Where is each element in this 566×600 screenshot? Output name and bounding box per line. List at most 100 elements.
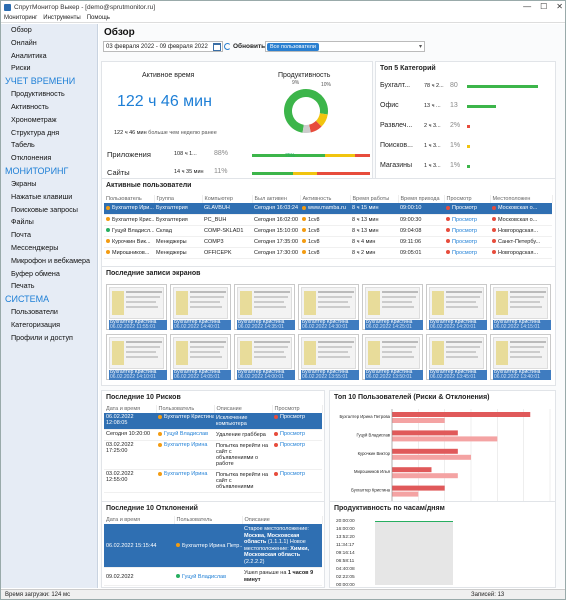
view-link[interactable]: Просмотр [452, 227, 478, 234]
view-link[interactable]: Просмотр [452, 249, 478, 256]
table-row[interactable]: Гуцуй Владисл... Склад COMP-SKLAD1 Сегодня … [104, 225, 552, 237]
user-link[interactable]: Гуцуй Владислав [164, 431, 209, 437]
column-header[interactable]: Дата и время [104, 516, 175, 524]
view-link[interactable]: Просмотр [452, 216, 478, 223]
view-cell[interactable]: Просмотр [272, 469, 322, 493]
view-cell[interactable]: Просмотр [272, 440, 322, 470]
menu-monitoring[interactable]: Мониторинг [4, 14, 38, 21]
column-header[interactable]: Время работы [350, 195, 399, 203]
table-row[interactable]: Бухгалтер Крис... Бухгалтерия PC_BUH Сегодн… [104, 214, 552, 226]
sidebar-item[interactable]: Буфер обмена [11, 268, 60, 278]
table-row[interactable]: 03.02.2022 12:55:00 Бухгалтер Ирина Попытк… [104, 469, 322, 493]
view-link[interactable]: Просмотр [280, 471, 306, 477]
screenshot-thumbnail[interactable]: Бухгалтер Кристина 06.02.2022 14:30:01 [298, 284, 359, 330]
sidebar-item[interactable]: Экраны [11, 178, 37, 188]
screenshot-thumbnail[interactable]: Бухгалтер Кристина 06.02.2022 13:55:01 [298, 334, 359, 380]
minimize-button[interactable]: — [523, 2, 532, 11]
column-header[interactable]: Компьютер [202, 195, 253, 203]
sidebar-item[interactable]: Активность [11, 101, 49, 111]
sidebar-item[interactable]: Мессенджеры [11, 242, 59, 252]
view-cell[interactable]: Просмотр [444, 236, 490, 248]
calendar-icon[interactable] [213, 43, 221, 51]
screenshot-thumbnail[interactable]: Бухгалтер Кристина 06.02.2022 14:10:01 [106, 334, 167, 380]
view-cell[interactable]: Просмотр [444, 225, 490, 237]
table-row[interactable]: Мирошников... Менеджеры OFFICEPK Сегодня 17… [104, 247, 552, 259]
view-link[interactable]: Просмотр [452, 205, 478, 212]
column-header[interactable]: Просмотр [444, 195, 491, 203]
table-row[interactable]: 09.02.2022 Гуцуй Владислав Ушел раньше на … [104, 567, 322, 586]
user-filter-tag[interactable]: Все пользователи [267, 43, 319, 51]
table-row[interactable]: Курочкин Вик... Менеджеры COMP3 Сегодня 17:… [104, 236, 552, 248]
column-header[interactable]: Время прихода [398, 195, 445, 203]
column-header[interactable]: Группа [154, 195, 203, 203]
sidebar-item[interactable]: Категоризация [11, 319, 61, 329]
refresh-button[interactable]: Обновить [224, 41, 265, 52]
view-link[interactable]: Просмотр [280, 431, 306, 437]
table-row[interactable]: Сегодня 10:20:00 Гуцуй Владислав Удаление … [104, 429, 322, 441]
view-link[interactable]: Просмотр [280, 414, 306, 420]
screenshot-thumbnail[interactable]: Бухгалтер Кристина 06.02.2022 14:40:01 [170, 284, 231, 330]
view-cell[interactable]: Просмотр [444, 247, 490, 259]
user-link[interactable]: Бухгалтер Ирина [164, 442, 208, 448]
table-row[interactable]: 06.02.2022 12:08:05 Бухгалтер Кристина Иск… [104, 413, 322, 430]
screenshot-thumbnail[interactable]: Бухгалтер Кристина 06.02.2022 13:50:01 [362, 334, 423, 380]
view-cell[interactable]: Просмотр [272, 413, 322, 430]
column-header[interactable]: Дата и время [104, 405, 157, 413]
screenshot-thumbnail[interactable]: Бухгалтер Кристина 06.02.2022 14:15:01 [490, 284, 551, 330]
column-header[interactable]: Пользователь [156, 405, 215, 413]
screenshot-thumbnail[interactable]: Бухгалтер Кристина 06.02.2022 13:40:01 [490, 334, 551, 380]
menu-help[interactable]: Помощь [86, 14, 110, 21]
sidebar-item[interactable]: Табель [11, 140, 35, 150]
column-header[interactable]: Был активен [252, 195, 301, 203]
column-header[interactable]: Пользователь [104, 195, 155, 203]
user-link[interactable]: Бухгалтер Ирина Петр... [182, 542, 242, 549]
screenshot-thumbnail[interactable]: Бухгалтер Кристина 06.02.2022 14:00:01 [234, 334, 295, 380]
sidebar-item[interactable]: Риски [11, 63, 31, 73]
sidebar-item[interactable]: Отклонения [11, 153, 52, 163]
sidebar-item[interactable]: Печать [11, 281, 35, 291]
sidebar-item[interactable]: Продуктивность [11, 89, 65, 99]
sidebar-item[interactable]: Микрофон и вебкамера [11, 255, 91, 265]
screenshot-thumbnail[interactable]: Бухгалтер Кристина 06.02.2022 11:55:01 [106, 284, 167, 330]
date-range-input[interactable]: 03 февраля 2022 - 09 февраля 2022 [103, 41, 223, 52]
sidebar-item[interactable]: Структура дня [11, 127, 60, 137]
column-header[interactable]: Пользователь [174, 516, 243, 524]
column-header[interactable]: Местоположен [490, 195, 553, 203]
column-header[interactable]: Активность [300, 195, 351, 203]
sidebar-item[interactable]: Нажатые клавиши [11, 191, 73, 201]
user-link[interactable]: Бухгалтер Кристина [164, 414, 214, 420]
column-header[interactable]: Описание [214, 405, 273, 413]
column-header[interactable]: Описание [242, 516, 323, 524]
sidebar-item[interactable]: Хронометраж [11, 114, 57, 124]
maximize-button[interactable]: ☐ [540, 2, 548, 11]
table-row[interactable]: Бухгалтер Ири... Бухгалтерия GLAVBUH Сегодн… [104, 203, 552, 215]
view-link[interactable]: Просмотр [280, 442, 306, 448]
close-button[interactable]: ✕ [556, 2, 563, 11]
screenshot-thumbnail[interactable]: Бухгалтер Кристина 06.02.2022 13:45:01 [426, 334, 487, 380]
view-link[interactable]: Просмотр [452, 238, 478, 245]
column-header[interactable]: Просмотр [272, 405, 323, 413]
sidebar-item[interactable]: Файлы [11, 217, 34, 227]
sidebar-item[interactable]: Пользователи [11, 307, 58, 317]
user-link[interactable]: Гуцуй Владислав [182, 573, 227, 580]
view-cell[interactable]: Просмотр [444, 214, 490, 226]
sidebar-item[interactable]: Профили и доступ [11, 332, 73, 342]
screenshot-thumbnail[interactable]: Бухгалтер Кристина 06.02.2022 14:25:01 [362, 284, 423, 330]
sidebar-item[interactable]: Обзор [11, 25, 32, 34]
screenshot-thumbnail[interactable]: Бухгалтер Кристина 06.02.2022 14:35:01 [234, 284, 295, 330]
screenshot-thumbnail[interactable]: Бухгалтер Кристина 06.02.2022 14:20:01 [426, 284, 487, 330]
sidebar-item[interactable]: Поисковые запросы [11, 204, 78, 214]
view-cell[interactable]: Просмотр [444, 203, 490, 215]
sidebar-item[interactable]: Почта [11, 230, 31, 240]
view-cell[interactable]: Просмотр [272, 429, 322, 441]
user-link[interactable]: Бухгалтер Ирина [164, 471, 208, 477]
y-tick-label: 06:58:11 [336, 559, 355, 564]
table-row[interactable]: 06.02.2022 15:15:44 Бухгалтер Ирина Петр.… [104, 524, 322, 568]
sidebar-item[interactable]: Онлайн [11, 37, 37, 47]
user-filter-select[interactable]: Все пользователи ▾ [265, 41, 425, 52]
menu-tools[interactable]: Инструменты [43, 14, 81, 21]
table-row[interactable]: 03.02.2022 17:25:00 Бухгалтер Ирина Попытк… [104, 440, 322, 470]
screenshot-thumbnail[interactable]: Бухгалтер Кристина 06.02.2022 14:05:01 [170, 334, 231, 380]
sidebar-item[interactable]: Аналитика [11, 50, 47, 60]
chevron-down-icon[interactable]: ▾ [418, 44, 422, 50]
